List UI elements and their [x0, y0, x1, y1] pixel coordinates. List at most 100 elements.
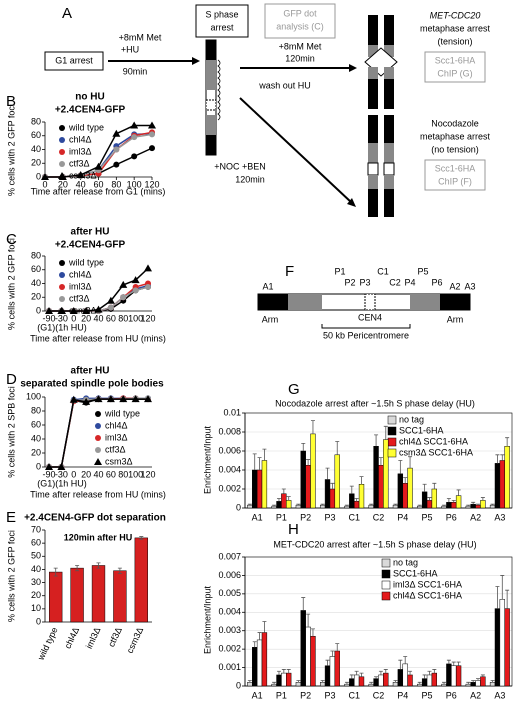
- y-tick-label: 40: [31, 433, 41, 443]
- bar: [247, 682, 253, 687]
- y-tick-label: 0.004: [218, 464, 241, 474]
- bar: [305, 465, 311, 509]
- x-tick-label: 40: [76, 179, 86, 189]
- bar: [300, 610, 306, 687]
- marker: [144, 264, 152, 272]
- error-bar: [471, 680, 476, 683]
- bar: [383, 439, 389, 509]
- bar: [480, 676, 486, 687]
- error-bar: [466, 681, 471, 685]
- arrest-label: metaphase arrest: [420, 131, 491, 141]
- y-tick-label: 0: [236, 502, 241, 512]
- y-tick-label: 0.01: [223, 407, 241, 417]
- panel-label: E: [6, 509, 16, 526]
- marker: [82, 397, 91, 405]
- y-tick-label: 60: [31, 419, 41, 429]
- marker: [131, 276, 140, 284]
- chart-subtitle: separated spindle pole bodies: [20, 379, 164, 390]
- x-tick-label: P6: [446, 512, 457, 522]
- y-tick-label: 0: [36, 171, 41, 181]
- bar: [310, 433, 316, 509]
- error-bar: [325, 467, 330, 480]
- arm-label: Arm: [262, 314, 279, 324]
- x-tick-label: P4: [397, 512, 408, 522]
- error-bar: [301, 443, 306, 451]
- marker: [41, 173, 49, 180]
- bar: [295, 504, 302, 509]
- legend-marker: [95, 423, 101, 429]
- error-bar: [408, 670, 413, 675]
- arrow-head: [349, 64, 357, 72]
- bar: [247, 504, 253, 509]
- bar: [499, 599, 505, 687]
- bar: [329, 656, 336, 687]
- error-bar: [456, 661, 461, 666]
- y-tick-label: 20: [31, 590, 41, 600]
- error-bar: [471, 501, 476, 505]
- marker: [82, 307, 91, 314]
- bar: [252, 647, 258, 687]
- error-bar: [422, 674, 427, 679]
- x-tick-label: A1: [252, 512, 263, 522]
- marker: [76, 170, 85, 178]
- step-label: 120min: [235, 174, 265, 184]
- bar: [276, 501, 282, 509]
- bar: [480, 500, 486, 509]
- error-bar: [117, 567, 122, 574]
- bar: [455, 665, 462, 687]
- site-label: C2: [389, 277, 401, 287]
- x-tick-label: 20: [58, 179, 68, 189]
- error-bar: [432, 669, 437, 674]
- error-bar: [344, 681, 349, 685]
- marker: [94, 162, 103, 170]
- bar: [286, 500, 292, 509]
- panel-label: B: [6, 93, 16, 110]
- error-bar: [272, 681, 277, 685]
- x-tick-label: 100: [127, 179, 142, 189]
- error-bar: [335, 441, 340, 455]
- error-bar: [349, 485, 354, 494]
- metaphase-tension: [364, 15, 398, 109]
- step-label: GFP dot: [283, 8, 317, 18]
- error-bar: [505, 437, 510, 447]
- error-bar: [446, 659, 451, 664]
- y-tick-label: 20: [31, 447, 41, 457]
- legend-label: chl4Δ: [69, 269, 92, 279]
- peri-label: 50 kb Pericentromere: [323, 330, 409, 340]
- chromosome: [205, 39, 221, 156]
- bar: [344, 505, 350, 509]
- x-tick-label: 0: [71, 469, 76, 479]
- marker: [107, 304, 114, 311]
- error-bar: [466, 504, 471, 507]
- bar: [334, 650, 340, 687]
- marker: [131, 134, 138, 141]
- y-tick-label: 0.007: [218, 551, 241, 561]
- error-bar: [281, 488, 286, 494]
- marker: [94, 305, 103, 313]
- x-tick-label: P6: [446, 690, 457, 700]
- bar: [329, 488, 336, 509]
- x-tick-label: ctf3Δ: [106, 626, 124, 649]
- bar: [256, 639, 263, 687]
- bar: [397, 473, 404, 509]
- y-axis-label: % cells with 2 GFP foci: [6, 104, 16, 196]
- error-bar: [262, 448, 267, 461]
- error-bar: [330, 650, 335, 657]
- x-tick-label: 80: [118, 313, 128, 323]
- error-bar: [398, 460, 403, 474]
- panel-label: A: [62, 5, 72, 22]
- y-tick-label: 40: [31, 564, 41, 574]
- step-label: 90min: [123, 66, 148, 76]
- chart-title: +2.4CEN4-GFP dot separation: [24, 513, 166, 524]
- bar: [271, 505, 277, 509]
- bar: [353, 501, 360, 509]
- bar: [349, 493, 355, 509]
- bar: [349, 678, 355, 687]
- bar: [489, 504, 496, 509]
- panel-label: H: [288, 521, 299, 538]
- error-bar: [451, 661, 456, 666]
- error-bar: [262, 621, 267, 633]
- error-bar: [500, 454, 505, 461]
- site-label: P5: [417, 266, 428, 276]
- marker: [69, 307, 78, 314]
